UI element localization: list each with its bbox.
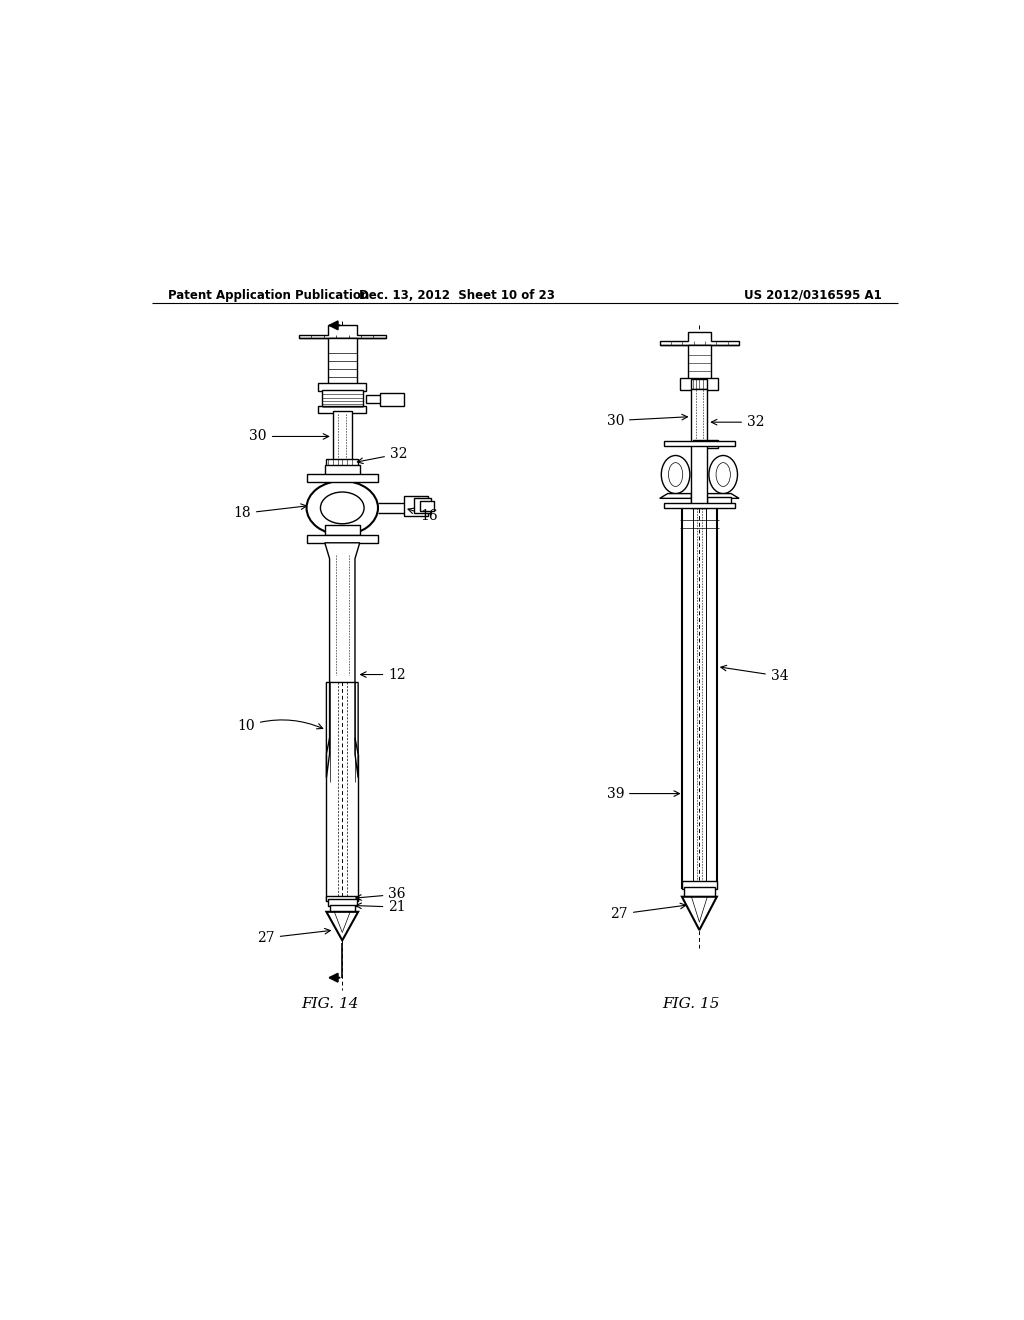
Bar	[708, 496, 731, 507]
Polygon shape	[325, 543, 359, 682]
Bar	[327, 458, 358, 466]
Ellipse shape	[321, 492, 365, 524]
Ellipse shape	[669, 462, 683, 487]
Polygon shape	[327, 912, 358, 940]
Ellipse shape	[662, 455, 690, 494]
Text: 36: 36	[355, 887, 406, 902]
Bar	[328, 899, 356, 907]
Text: 27: 27	[257, 928, 331, 945]
Text: 32: 32	[357, 447, 408, 463]
Bar	[691, 442, 708, 508]
Text: 18: 18	[233, 504, 306, 520]
Text: 21: 21	[355, 900, 406, 913]
Bar	[688, 346, 711, 379]
Polygon shape	[327, 682, 330, 777]
Text: 39: 39	[606, 787, 680, 800]
Polygon shape	[708, 494, 739, 499]
Text: 27: 27	[610, 903, 686, 921]
Bar	[328, 338, 356, 385]
Bar	[306, 535, 378, 543]
Text: 12: 12	[360, 668, 406, 681]
Bar	[325, 525, 359, 535]
Text: FIG. 15: FIG. 15	[663, 997, 720, 1011]
Bar	[306, 474, 378, 482]
Bar	[327, 896, 358, 900]
Polygon shape	[682, 896, 717, 931]
Bar	[682, 880, 717, 888]
Bar	[691, 379, 708, 389]
Text: US 2012/0316595 A1: US 2012/0316595 A1	[744, 289, 882, 302]
Bar	[333, 411, 352, 461]
Text: 30: 30	[250, 429, 329, 444]
Polygon shape	[299, 325, 386, 338]
Bar	[367, 395, 396, 403]
Text: Dec. 13, 2012  Sheet 10 of 23: Dec. 13, 2012 Sheet 10 of 23	[359, 289, 555, 302]
Ellipse shape	[709, 455, 737, 494]
Bar	[380, 393, 404, 405]
Bar	[322, 391, 362, 408]
Text: 10: 10	[238, 719, 323, 733]
Bar	[691, 389, 708, 445]
Bar	[680, 378, 719, 391]
Text: FIG. 14: FIG. 14	[302, 997, 359, 1011]
Polygon shape	[659, 494, 691, 499]
Bar	[684, 887, 715, 896]
Bar	[664, 503, 735, 508]
Bar	[330, 904, 355, 912]
Text: 34: 34	[721, 665, 788, 684]
Polygon shape	[659, 331, 739, 346]
Bar	[318, 407, 367, 413]
Bar	[325, 465, 359, 475]
Bar	[706, 441, 719, 449]
Text: 16: 16	[408, 508, 437, 523]
Text: Patent Application Publication: Patent Application Publication	[168, 289, 369, 302]
Bar	[664, 441, 735, 446]
Polygon shape	[355, 682, 358, 777]
Ellipse shape	[306, 480, 378, 535]
Bar	[691, 496, 715, 507]
Ellipse shape	[716, 462, 730, 487]
Bar	[404, 496, 428, 516]
Bar	[318, 383, 367, 391]
Bar	[693, 441, 706, 449]
Text: 30: 30	[606, 413, 687, 428]
Bar	[414, 499, 431, 513]
Text: 32: 32	[712, 416, 765, 429]
Bar	[420, 500, 434, 511]
